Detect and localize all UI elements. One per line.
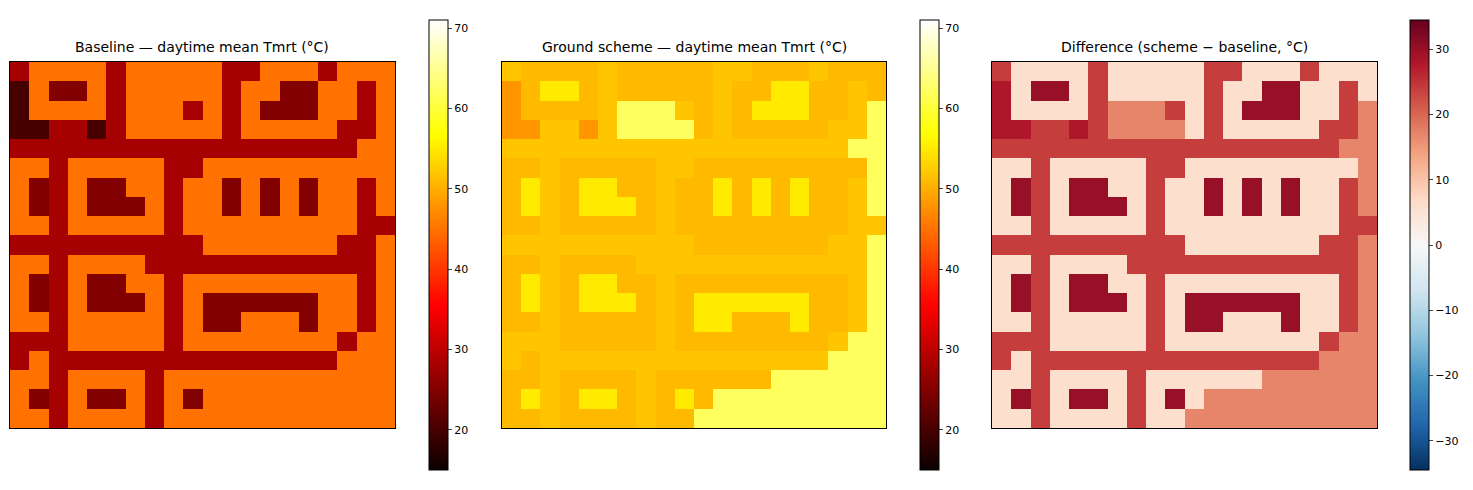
svg-text:20: 20 <box>454 424 468 437</box>
svg-text:Ground scheme — daytime mean T: Ground scheme — daytime mean Tmrt (°C) <box>542 39 847 55</box>
svg-text:0: 0 <box>1435 239 1442 252</box>
svg-text:Baseline — daytime mean Tmrt (: Baseline — daytime mean Tmrt (°C) <box>75 39 329 55</box>
svg-text:50: 50 <box>945 183 959 196</box>
svg-text:−30: −30 <box>1435 435 1458 448</box>
svg-text:20: 20 <box>1435 108 1449 121</box>
svg-text:70: 70 <box>454 22 468 35</box>
svg-text:Difference (scheme − baseline,: Difference (scheme − baseline, °C) <box>1061 39 1308 55</box>
svg-text:70: 70 <box>945 22 959 35</box>
svg-text:60: 60 <box>945 102 959 115</box>
svg-text:30: 30 <box>945 343 959 356</box>
svg-text:−20: −20 <box>1435 369 1458 382</box>
svg-text:30: 30 <box>1435 43 1449 56</box>
svg-text:40: 40 <box>945 263 959 276</box>
svg-text:40: 40 <box>454 263 468 276</box>
svg-text:30: 30 <box>454 343 468 356</box>
svg-text:50: 50 <box>454 183 468 196</box>
svg-text:60: 60 <box>454 102 468 115</box>
svg-text:−10: −10 <box>1435 304 1458 317</box>
svg-text:10: 10 <box>1435 174 1449 187</box>
svg-text:20: 20 <box>945 424 959 437</box>
